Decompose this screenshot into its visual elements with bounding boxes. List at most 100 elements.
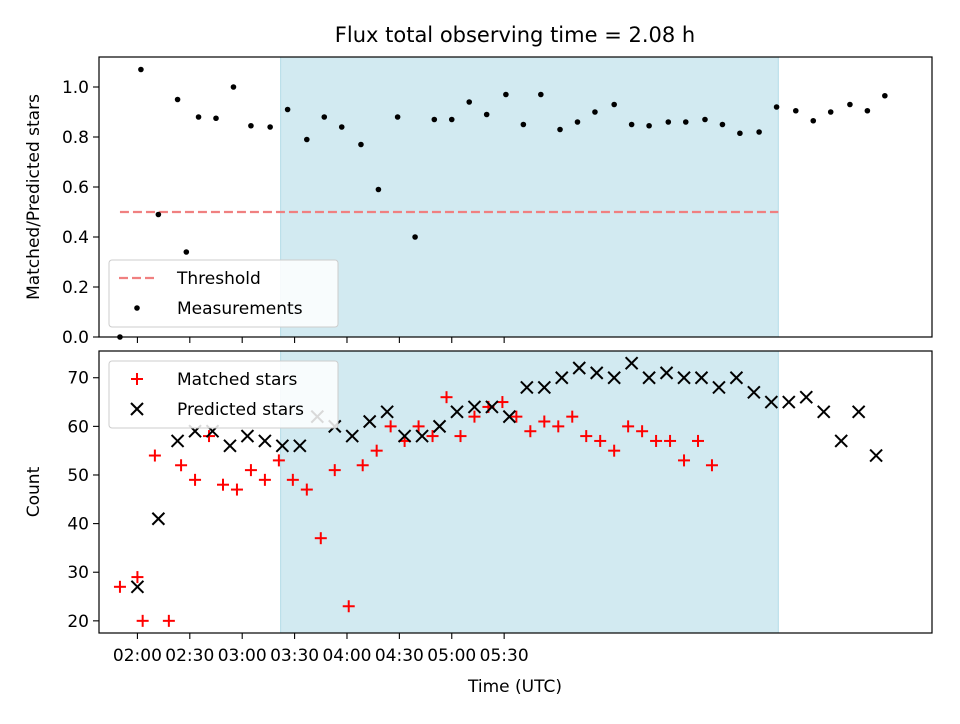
matched-stars-point: [384, 420, 397, 433]
measurements-point: [321, 114, 328, 120]
measurements-point: [719, 121, 726, 128]
predicted-stars-point: [345, 429, 359, 443]
predicted-stars-point: [799, 390, 813, 404]
predicted-stars-point: [851, 405, 866, 419]
axes-frame: [98, 56, 933, 338]
matched-stars-point: [314, 532, 327, 545]
predicted-stars-point: [834, 434, 848, 448]
matched-stars-point: [162, 614, 175, 627]
legend-box: [108, 360, 339, 429]
matched-stars-point: [189, 473, 202, 486]
predicted-stars-point: [415, 429, 429, 443]
predicted-stars-point: [467, 400, 482, 414]
predicted-stars-point: [240, 429, 255, 443]
legend-marker-predicted-stars: [130, 402, 144, 416]
measurements-point: [682, 119, 689, 125]
predicted-stars-point: [817, 405, 831, 419]
predicted-stars-point: [677, 371, 691, 385]
shaded-region: [280, 350, 779, 634]
matched-stars-point: [258, 473, 271, 486]
measurements-point: [358, 141, 364, 148]
predicted-stars-point: [659, 366, 674, 380]
measurements-point: [702, 116, 708, 123]
measurements-point: [183, 249, 190, 255]
measurements-point: [737, 130, 743, 137]
measurements-point: [646, 122, 652, 129]
y-axis-label: Matched/Predicted stars: [24, 94, 44, 300]
measurements-point: [538, 91, 544, 98]
predicted-stars-point: [362, 414, 377, 429]
matched-stars-point: [538, 415, 551, 428]
measurements-point: [773, 104, 780, 110]
y-tick-label: 60: [67, 417, 89, 437]
x-tick-label: 04:30: [375, 646, 424, 666]
y-tick-label: 30: [67, 563, 89, 583]
predicted-stars-point: [607, 371, 621, 385]
y-tick-label: 1.0: [62, 78, 89, 98]
matched-stars-point: [175, 459, 188, 472]
y-tick-label: 50: [67, 466, 89, 486]
matched-stars-point: [594, 434, 607, 447]
shaded-region: [280, 56, 779, 338]
predicted-stars-point: [712, 380, 726, 395]
matched-stars-point: [496, 396, 509, 409]
matched-stars-point: [664, 434, 677, 447]
matched-stars-point: [678, 454, 691, 467]
predicted-stars-point: [624, 356, 639, 370]
predicted-stars-point: [572, 361, 586, 375]
predicted-stars-point: [397, 429, 412, 443]
x-tick-label: 03:00: [218, 646, 267, 666]
matched-stars-point: [216, 478, 229, 491]
matched-stars-point: [230, 483, 243, 496]
predicted-stars-point: [432, 419, 447, 434]
legend: Matched stars Predicted stars: [108, 360, 339, 429]
matched-stars-point: [510, 410, 523, 423]
predicted-stars-point: [170, 434, 185, 448]
predicted-stars-point: [869, 448, 883, 463]
measurements-point: [847, 101, 853, 108]
matched-stars-point: [608, 444, 621, 457]
matched-stars-point: [244, 464, 257, 477]
measurements-point: [882, 92, 888, 99]
y-tick-label: 0.6: [62, 178, 89, 198]
matched-stars-point: [650, 434, 663, 447]
predicted-stars-point: [223, 439, 237, 453]
measurements-point: [230, 84, 237, 90]
predicted-stars-point: [729, 371, 744, 385]
matched-stars-point: [691, 434, 704, 447]
matched-stars-point: [286, 473, 299, 486]
matched-stars-point: [412, 420, 425, 433]
measurements-point: [304, 136, 310, 143]
measurements-point: [792, 107, 799, 114]
matched-stars-point: [328, 464, 341, 477]
measurements-point: [138, 66, 144, 73]
predicted-stars-point: [258, 434, 272, 448]
measurements-point: [213, 115, 219, 122]
predicted-stars-point: [764, 395, 779, 409]
measurements-point: [431, 116, 438, 123]
legend-box: [108, 259, 339, 328]
measurements-point: [574, 119, 581, 125]
axes-frame: [98, 350, 933, 634]
measurements-point: [628, 121, 635, 128]
measurements-point: [592, 109, 598, 115]
measurements-point: [466, 99, 473, 105]
predicted-stars-point: [502, 409, 517, 424]
x-tick-label: 02:30: [165, 646, 214, 666]
matched-stars-point: [131, 571, 144, 584]
matched-stars-point: [705, 459, 718, 472]
measurements-point: [665, 119, 672, 125]
measurements-point: [412, 234, 418, 240]
predicted-stars-point: [537, 380, 552, 395]
predicted-stars-point: [485, 400, 499, 414]
measurements-point: [174, 96, 181, 103]
measurements-point: [448, 116, 455, 123]
chart-title: Flux total observing time = 2.08 h: [335, 23, 695, 47]
measurements-point: [611, 101, 617, 108]
y-tick-label: 40: [67, 515, 89, 535]
y-axis-label: Count: [24, 466, 44, 517]
predicted-stars-point: [747, 385, 761, 400]
predicted-stars-point: [694, 371, 709, 385]
measurements-point: [503, 91, 509, 98]
y-tick-label: 0.8: [62, 128, 89, 148]
